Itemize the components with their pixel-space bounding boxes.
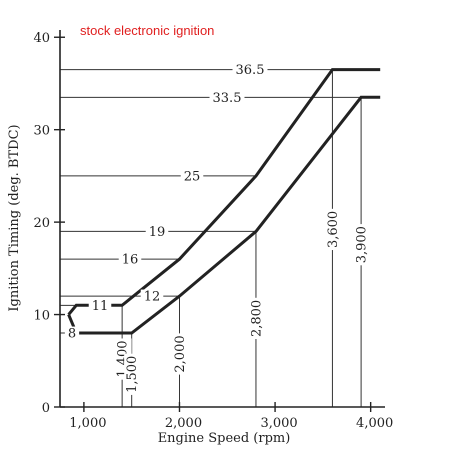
h-ref-label-bg xyxy=(118,252,142,268)
value-labels: 36.533.5251916121181,4001,5002,0002,8003… xyxy=(64,63,371,395)
h-ref-label: 25 xyxy=(184,169,201,184)
v-ref-label-bg xyxy=(324,208,342,251)
h-ref-label-bg xyxy=(140,289,164,305)
timing-curves xyxy=(67,68,381,335)
x-axis-title: Engine Speed (rpm) xyxy=(158,431,291,446)
x-tick-label: 2,000 xyxy=(165,416,202,431)
y-axis-title: Ignition Timing (deg. BTDC) xyxy=(7,124,22,311)
v-ref-label-bg xyxy=(171,333,189,375)
y-tick-label: 30 xyxy=(33,124,50,139)
v-ref-label: 2,000 xyxy=(173,335,188,372)
y-tick-label: 20 xyxy=(33,216,50,231)
upper-timing-curve xyxy=(67,68,381,316)
v-ref-label-bg xyxy=(248,297,266,340)
chart-annotation: stock electronic ignition xyxy=(80,23,214,38)
h-ref-label: 36.5 xyxy=(236,63,265,78)
v-ref-label-bg xyxy=(353,224,371,266)
y-tick-label: 10 xyxy=(33,309,50,324)
v-ref-label: 2,800 xyxy=(249,300,264,337)
axis-ticks: 0 10 20 30 40 1,000 2,000 3,000 4,000 xyxy=(33,31,393,431)
x-tick-label: 4,000 xyxy=(356,416,393,431)
h-ref-label: 12 xyxy=(144,290,161,305)
h-ref-label-bg xyxy=(232,63,268,79)
h-ref-label: 8 xyxy=(68,327,76,342)
h-ref-label: 11 xyxy=(92,299,109,314)
y-tick-label: 40 xyxy=(33,31,50,46)
v-ref-label: 3,900 xyxy=(355,226,370,263)
h-ref-label-bg xyxy=(145,224,169,240)
v-ref-label-bg xyxy=(124,353,142,395)
h-ref-label: 16 xyxy=(122,253,139,268)
h-ref-label: 33.5 xyxy=(213,91,242,106)
h-ref-label-bg xyxy=(64,326,80,342)
x-tick-label: 3,000 xyxy=(260,416,297,431)
x-tick-label: 1,000 xyxy=(69,416,106,431)
v-ref-label: 3,600 xyxy=(326,211,341,248)
h-ref-label-bg xyxy=(180,169,204,185)
axes xyxy=(59,30,385,408)
y-tick-label: 0 xyxy=(42,401,50,416)
h-ref-label: 19 xyxy=(149,225,166,240)
h-ref-label-bg xyxy=(209,90,245,106)
reference-lines xyxy=(60,69,362,407)
v-ref-label: 1,500 xyxy=(125,356,140,393)
h-ref-label-bg xyxy=(88,298,112,314)
